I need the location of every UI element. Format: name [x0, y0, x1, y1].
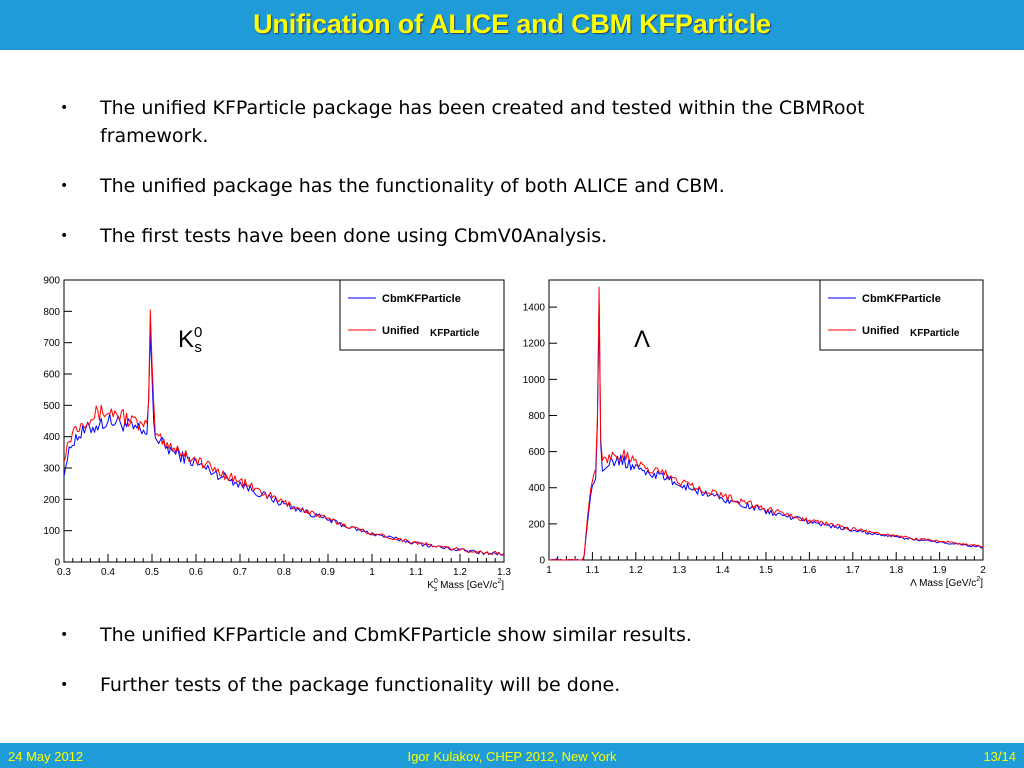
x-tick-label: 0.3 [57, 567, 71, 578]
y-tick-label: 200 [528, 519, 545, 530]
footer-bar: 24 May 2012 Igor Kulakov, CHEP 2012, New… [0, 743, 1024, 768]
lambda-mass-chart: 0 200 400 600 800 1000 1200 1400 1 1.1 1.2 1.3 1.4 1.… [523, 279, 986, 589]
k0s-label-sub: s [194, 339, 202, 356]
y-tick-label: 0 [54, 558, 60, 569]
x-tick-label: 1 [369, 567, 375, 578]
x-tick-label: 1.6 [802, 565, 816, 576]
y-tick-label: 100 [43, 526, 60, 537]
legend-label-kfparticle: KFParticle [430, 328, 480, 339]
x-tick-label: 1.5 [759, 565, 773, 576]
x-tick-label: 1.7 [846, 565, 860, 576]
x-tick-label: 0.7 [233, 567, 247, 578]
slide-title: Unification of ALICE and CBM KFParticle [253, 9, 771, 39]
bullet-dot: • [60, 677, 69, 693]
y-tick-label: 800 [43, 307, 60, 318]
bullet-text: The unified package has the functionalit… [100, 175, 725, 197]
x-tick-label: 1.3 [497, 567, 511, 578]
x-tick-label: 1.3 [672, 565, 686, 576]
bullet-dot: • [60, 627, 69, 643]
bullet-text: Further tests of the package functionali… [100, 674, 621, 696]
x-tick-label: 1.4 [716, 565, 730, 576]
x-tick-label: 0.8 [277, 567, 291, 578]
k0s-label-sup: 0 [194, 324, 203, 341]
x-tick-label: 2 [980, 565, 986, 576]
legend-box [339, 279, 505, 351]
x-tick-label: 1.8 [889, 565, 903, 576]
y-tick-label: 600 [43, 370, 60, 381]
y-tick-label: 1200 [523, 339, 546, 350]
k0s-mass-chart: 0 100 200 300 400 500 600 700 800 900 0.3 0.4 0.5 0.6… [43, 276, 511, 594]
y-tick-label: 300 [43, 464, 60, 475]
legend-label-kfparticle: KFParticle [910, 328, 960, 339]
x-tick-label: 0.5 [145, 567, 159, 578]
bullet-text: The first tests have been done using Cbm… [100, 225, 608, 247]
y-tick-label: 200 [43, 495, 60, 506]
legend-label-cbm: CbmKFParticle [382, 293, 461, 305]
x-tick-label: 1.2 [629, 565, 643, 576]
x-tick-label: 1.2 [453, 567, 467, 578]
x-tick-label: 1 [546, 565, 552, 576]
series-line-unified-kfparticle [63, 309, 505, 556]
legend-label-cbm: CbmKFParticle [862, 293, 941, 305]
bullet-dot: • [60, 100, 69, 116]
legend-box [819, 279, 984, 351]
bullet-text: The unified KFParticle package has been … [100, 97, 865, 147]
y-tick-label: 1400 [523, 303, 546, 314]
bullet-text: The unified KFParticle and CbmKFParticle… [100, 624, 692, 646]
k0s-label: K0s [178, 324, 203, 356]
lambda-label: Λ [634, 326, 651, 353]
legend-label-unified: Unified [382, 325, 419, 337]
x-tick-label: 1.1 [585, 565, 599, 576]
footer-page-number: 13/14 [983, 749, 1016, 764]
y-tick-label: 400 [528, 483, 545, 494]
y-tick-label: 0 [539, 556, 545, 567]
legend-label-unified: Unified [862, 325, 899, 337]
x-axis-label: K0 s Mass [GeV/c2] [427, 578, 504, 593]
title-bar: Unification of ALICE and CBM KFParticle [0, 0, 1024, 50]
x-tick-label: 1.1 [409, 567, 423, 578]
y-tick-label: 700 [43, 338, 60, 349]
y-tick-label: 600 [528, 447, 545, 458]
y-tick-label: 500 [43, 401, 60, 412]
series-line-unified-kfparticle [549, 286, 984, 561]
bullet-dot: • [60, 228, 69, 244]
x-tick-label: 0.4 [101, 567, 115, 578]
footer-author: Igor Kulakov, CHEP 2012, New York [407, 749, 617, 764]
y-tick-label: 1000 [523, 375, 546, 386]
footer-date: 24 May 2012 [8, 749, 84, 764]
y-tick-label: 900 [43, 276, 60, 287]
k0s-label-main: K [178, 326, 195, 353]
x-tick-label: 0.6 [189, 567, 203, 578]
y-tick-label: 400 [43, 432, 60, 443]
x-axis-label: Λ Mass [GeV/c2] [910, 576, 983, 589]
x-tick-label: 1.9 [933, 565, 947, 576]
y-tick-label: 800 [528, 411, 545, 422]
bullet-dot: • [60, 178, 69, 194]
x-tick-label: 0.9 [321, 567, 335, 578]
